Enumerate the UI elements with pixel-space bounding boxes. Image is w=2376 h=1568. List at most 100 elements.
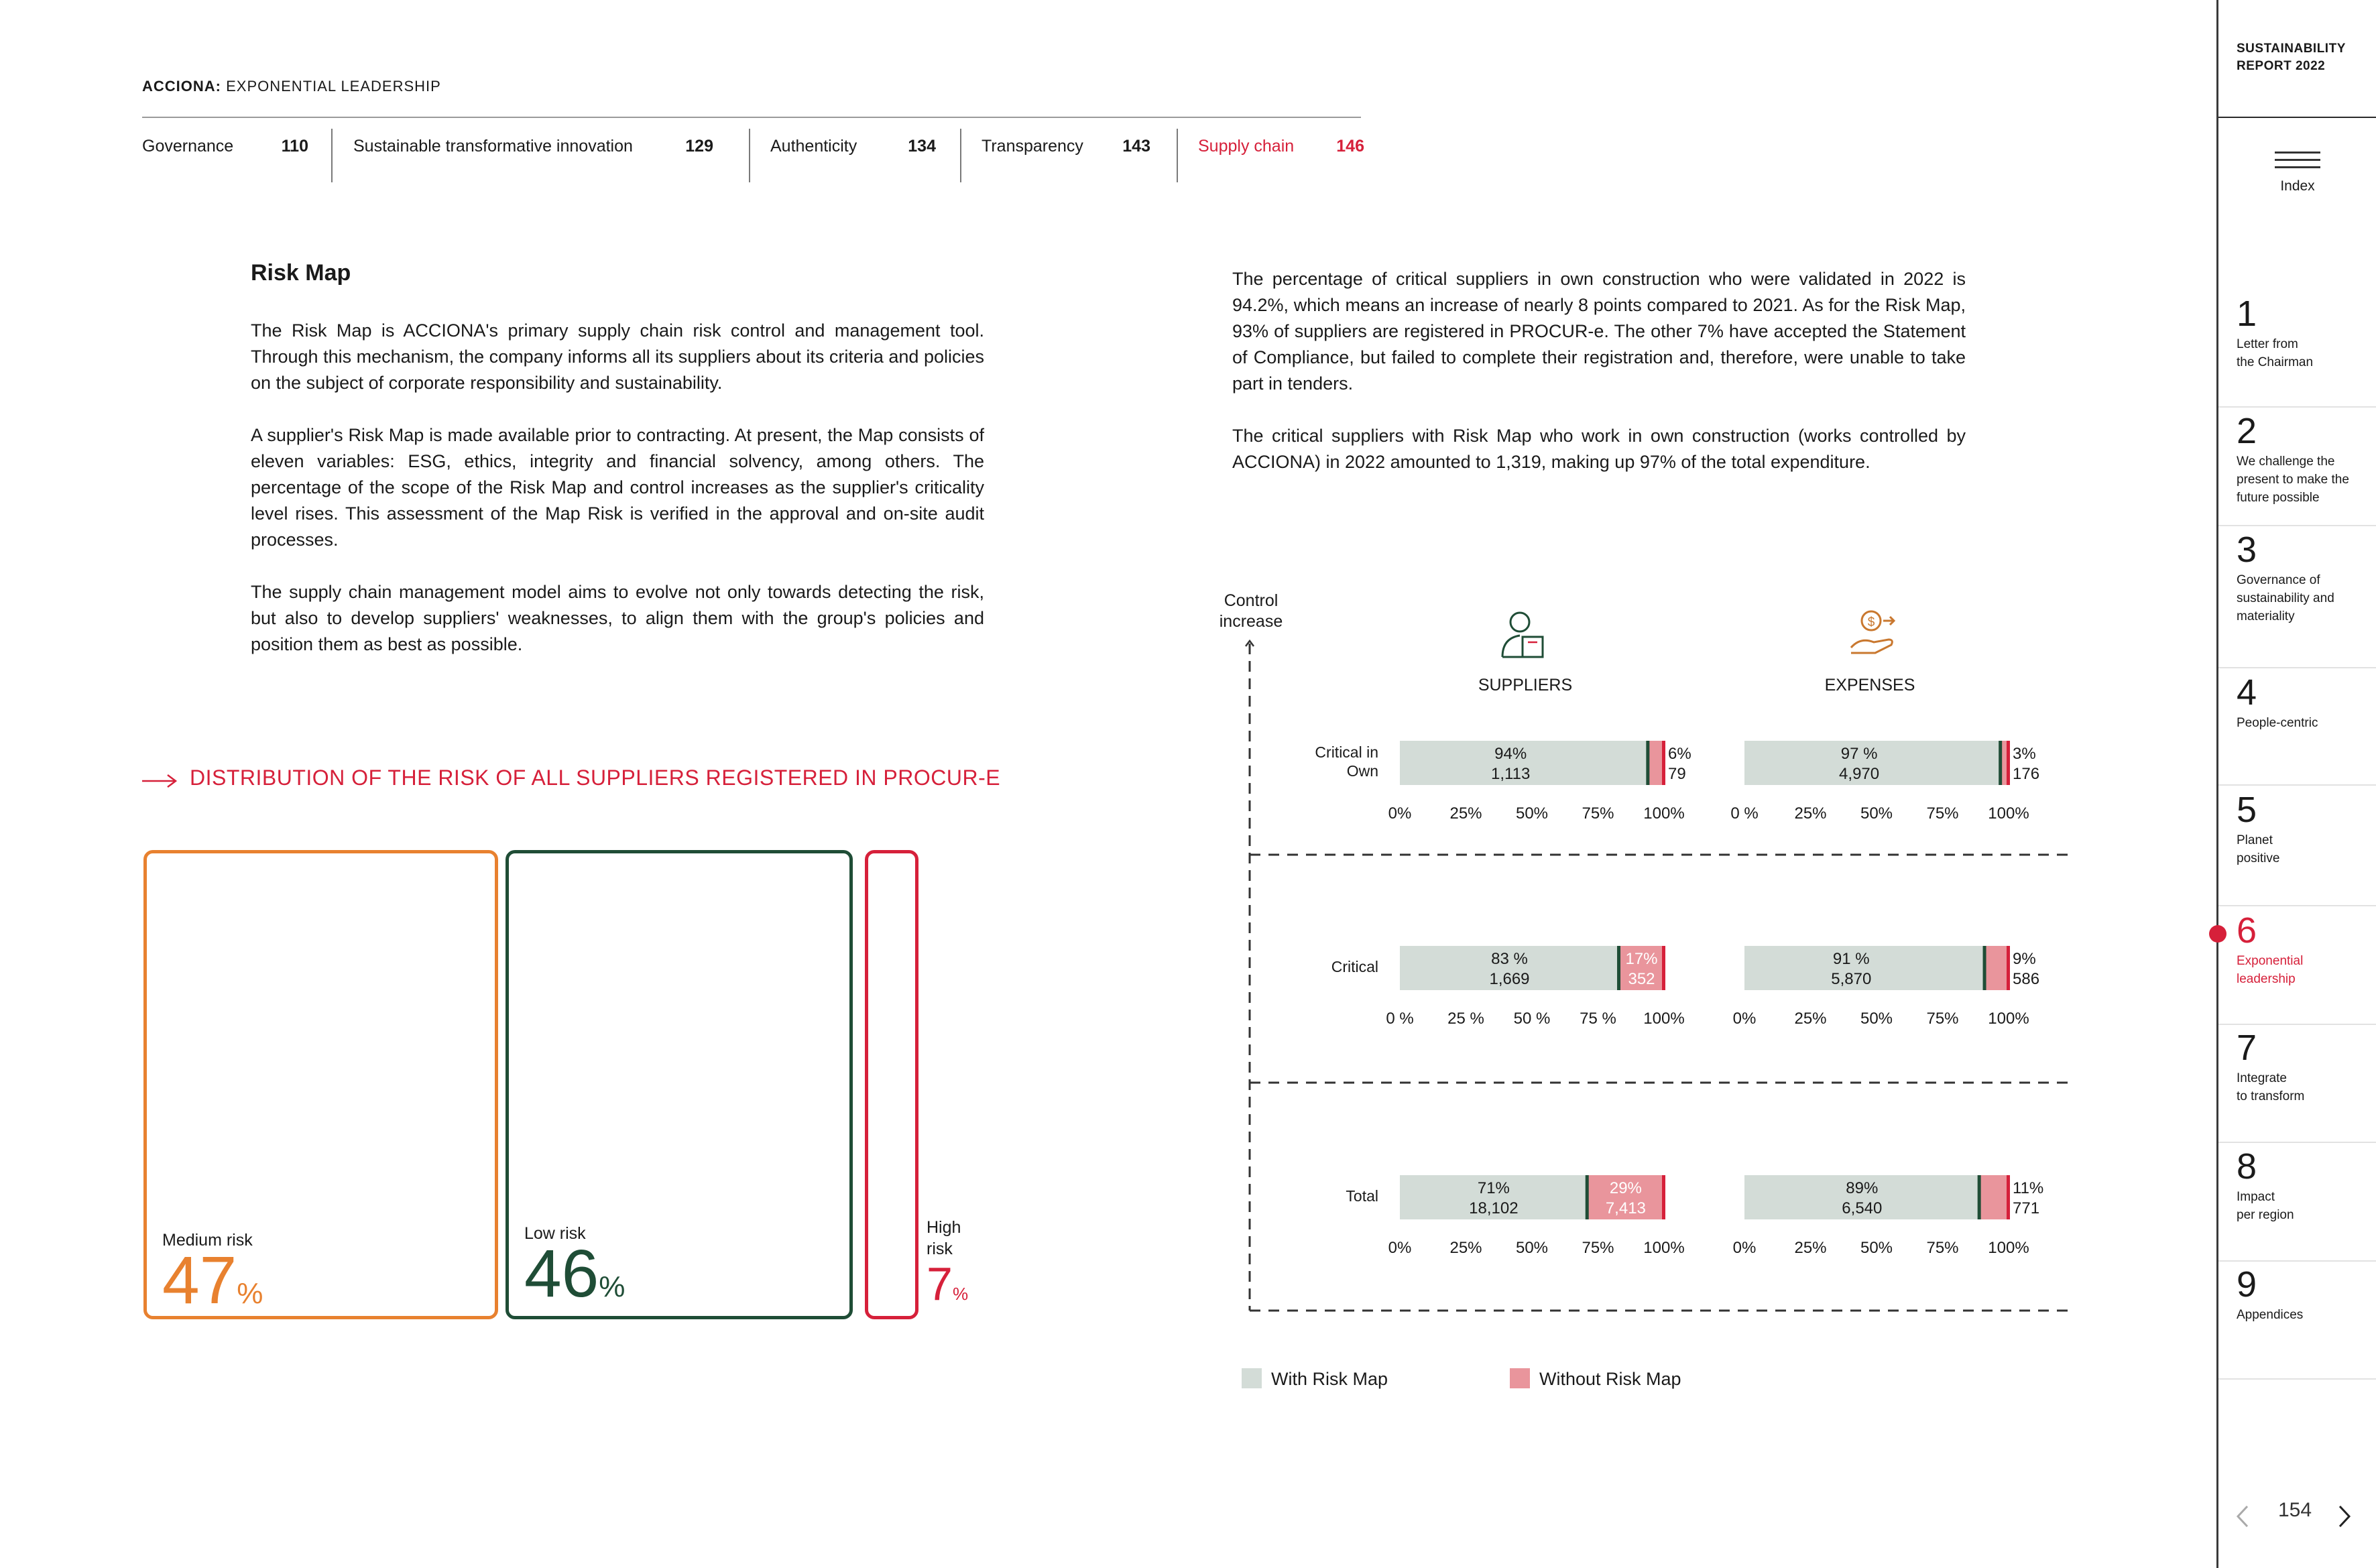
tick-label: 100% <box>1988 1239 2029 1257</box>
risk-value-number: 46 <box>524 1236 599 1311</box>
column-title: SUPPLIERS <box>1478 676 1572 695</box>
toc-item-supply-chain[interactable]: Supply chain 146 <box>1198 129 1364 182</box>
supplier-person-icon <box>1501 611 1544 658</box>
chapter-number: 3 <box>2237 530 2257 570</box>
chapter-title: People-centric <box>2237 716 2318 730</box>
sidebar-border <box>2216 0 2218 1568</box>
bar-without-risk-map <box>1984 946 2009 990</box>
toc-item-governance[interactable]: Governance 110 <box>142 129 308 182</box>
toc-label: Transparency <box>982 137 1083 156</box>
index-label[interactable]: Index <box>2280 178 2315 194</box>
data-label-without-pct: 3% <box>2013 745 2036 763</box>
distribution-title: DISTRIBUTION OF THE RISK OF ALL SUPPLIER… <box>190 766 1001 790</box>
chapter-divider <box>2218 1378 2376 1380</box>
toc-page: 143 <box>1122 137 1150 156</box>
chapter-number: 2 <box>2237 411 2257 451</box>
chapter-divider <box>2218 667 2376 668</box>
toc-page: 129 <box>685 137 713 156</box>
section-heading: Risk Map <box>251 260 351 286</box>
chevron-left-icon[interactable] <box>2235 1504 2250 1528</box>
toc-item-transparency[interactable]: Transparency 143 <box>982 129 1150 182</box>
toc-label: Authenticity <box>770 137 857 156</box>
row-label: Critical <box>1331 958 1378 975</box>
data-label-with-count: 18,102 <box>1469 1199 1518 1217</box>
chapter-link-1[interactable]: 1 Letter from the Chairman <box>2237 295 2371 371</box>
data-label-with-count: 5,870 <box>1831 970 1871 988</box>
tick-label: 50% <box>1860 1239 1893 1257</box>
menu-icon[interactable] <box>2275 152 2320 174</box>
tick-label: 25% <box>1449 1239 1482 1257</box>
tick-label: 100% <box>1988 1010 2029 1028</box>
tick-label: 75% <box>1926 1010 1958 1028</box>
tick-label: 25% <box>1794 1239 1826 1257</box>
chapter-link-5[interactable]: 5 Planet positive <box>2237 791 2371 867</box>
tick-label: 0% <box>1733 1239 1757 1257</box>
risk-value-unit: % <box>599 1270 626 1303</box>
bar-with-risk-map <box>1744 1175 1980 1219</box>
toc-label: Supply chain <box>1198 137 1295 156</box>
chapter-link-8[interactable]: 8 Impact per region <box>2237 1148 2371 1224</box>
bar-without-risk-map <box>2001 741 2009 785</box>
tick-label: 25% <box>1449 804 1482 823</box>
svg-text:$: $ <box>1868 615 1875 629</box>
bar-marker-red <box>2007 741 2010 785</box>
bar-marker-red <box>2007 1175 2010 1219</box>
tick-label: 100% <box>1643 1010 1684 1028</box>
toc-item-innovation[interactable]: Sustainable transformative innovation 129 <box>353 129 713 182</box>
toc-item-authenticity[interactable]: Authenticity 134 <box>770 129 936 182</box>
row-label-line2: Own <box>1347 762 1378 780</box>
legend-swatch <box>1510 1368 1530 1388</box>
data-label-without-pct: 29% <box>1610 1179 1642 1197</box>
paragraph: The percentage of critical suppliers in … <box>1232 269 1966 394</box>
chapter-number: 1 <box>2237 294 2257 334</box>
chapter-link-2[interactable]: 2 We challenge the present to make the futu… <box>2237 412 2371 507</box>
bar-with-risk-map <box>1744 741 2001 785</box>
toc-separator <box>331 129 333 182</box>
page-number: 154 <box>2278 1499 2312 1521</box>
bar-marker-red <box>1662 1175 1665 1219</box>
chevron-right-icon[interactable] <box>2337 1504 2352 1528</box>
arrow-right-icon <box>142 774 178 788</box>
tick-label: 75% <box>1582 804 1614 823</box>
tick-label: 50 % <box>1514 1010 1551 1028</box>
chapter-link-9[interactable]: 9 Appendices <box>2237 1266 2371 1324</box>
y-axis-label-line2: increase <box>1220 612 1283 631</box>
chapter-title: Letter from the Chairman <box>2237 337 2314 369</box>
risk-map-chart: Control increase SUPPLIERS EXPENSES $ Criti… <box>1220 591 2072 1389</box>
risk-value-number: 47 <box>162 1243 237 1318</box>
bar-with-risk-map <box>1400 946 1620 990</box>
data-label-with-pct: 91 % <box>1833 950 1870 968</box>
toc-separator <box>960 129 961 182</box>
chapter-divider <box>2218 406 2376 408</box>
chapter-title: We challenge the present to make the futur… <box>2237 455 2349 505</box>
risk-box-medium-risk <box>143 850 498 1319</box>
chapter-link-7[interactable]: 7 Integrate to transform <box>2237 1029 2371 1105</box>
chapter-title: Exponential leadership <box>2237 954 2304 986</box>
paragraph: The supply chain management model aims t… <box>251 582 984 654</box>
chapter-title: Governance of sustainability and materiali… <box>2237 573 2334 623</box>
risk-value: 46% <box>524 1240 625 1307</box>
chapter-link-6[interactable]: 6 Exponential leadership <box>2237 912 2371 988</box>
paragraph: The critical suppliers with Risk Map who… <box>1232 426 1966 472</box>
chapter-number: 5 <box>2237 790 2257 830</box>
chapter-link-4[interactable]: 4 People-centric <box>2237 674 2371 732</box>
risk-value-unit: % <box>237 1277 263 1310</box>
chapter-title: Integrate to transform <box>2237 1071 2305 1103</box>
chapter-link-3[interactable]: 3 Governance of sustainability and material… <box>2237 531 2371 625</box>
bar-marker-green <box>1617 946 1621 990</box>
data-label-without-pct: 9% <box>2013 950 2036 968</box>
data-label-with-count: 1,113 <box>1491 765 1530 783</box>
data-label-without-count: 352 <box>1628 970 1655 988</box>
tick-label: 100% <box>1643 1239 1684 1257</box>
tick-label: 75% <box>1926 804 1958 823</box>
chapter-divider <box>2218 1260 2376 1262</box>
bar-without-risk-map <box>1979 1175 2009 1219</box>
bar-without-risk-map <box>1587 1175 1664 1219</box>
bar-marker-green <box>1977 1175 1981 1219</box>
paragraph: The Risk Map is ACCIONA's primary supply… <box>251 320 984 393</box>
bar-with-risk-map <box>1400 741 1649 785</box>
chapter-number: 7 <box>2237 1028 2257 1068</box>
tick-label: 50% <box>1860 1010 1893 1028</box>
data-label-without-count: 176 <box>2013 765 2039 783</box>
column-title: EXPENSES <box>1825 676 1915 695</box>
